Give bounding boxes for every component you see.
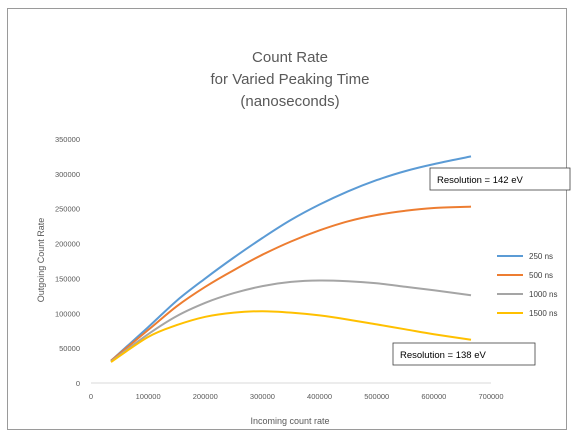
annotation-138ev-box	[392, 342, 536, 366]
annotation-138ev: Resolution = 138 eV	[392, 342, 536, 366]
x-axis-title: Incoming count rate	[250, 416, 329, 426]
x-tick-label: 100000	[136, 392, 161, 401]
x-tick-label: 400000	[307, 392, 332, 401]
x-tick-label: 0	[89, 392, 93, 401]
x-tick-label: 500000	[364, 392, 389, 401]
x-tick-label: 600000	[421, 392, 446, 401]
series-line-1000-ns	[110, 279, 472, 363]
series-line-250-ns	[110, 155, 472, 362]
legend-label-1000-ns: 1000 ns	[529, 290, 557, 299]
y-tick-label: 150000	[55, 274, 80, 283]
y-tick-label: 250000	[55, 205, 80, 214]
legend-label-500-ns: 500 ns	[529, 271, 553, 280]
annotation-142ev-box	[429, 167, 571, 191]
x-tick-label: 200000	[193, 392, 218, 401]
y-tick-label: 300000	[55, 170, 80, 179]
series-line-500-ns	[110, 205, 472, 362]
legend: 250 ns 500 ns 1000 ns 1500 ns	[497, 252, 557, 318]
y-axis-title: Outgoing Count Rate	[36, 218, 46, 303]
series-lines	[110, 155, 472, 363]
chart-title-line-1: Count Rate	[252, 49, 328, 66]
x-tick-label: 700000	[478, 392, 503, 401]
x-tick-label: 300000	[250, 392, 275, 401]
legend-label-1500-ns: 1500 ns	[529, 309, 557, 318]
y-tick-label: 100000	[55, 309, 80, 318]
x-tick-labels: 0 100000 200000 300000 400000 500000 600000 700…	[89, 392, 504, 401]
chart-title-line-3: (nanoseconds)	[240, 93, 339, 110]
annotation-142ev: Resolution = 142 eV	[429, 167, 571, 191]
annotation-138ev-text: Resolution = 138 eV	[400, 350, 486, 361]
legend-label-250-ns: 250 ns	[529, 252, 553, 261]
y-tick-labels: 0 50000 100000 150000 200000 250000 300000 3500…	[55, 135, 80, 388]
y-tick-label: 200000	[55, 240, 80, 249]
chart-title: Count Rate for Varied Peaking Time (nano…	[211, 49, 370, 110]
series-line-1500-ns	[110, 310, 472, 363]
y-tick-label: 350000	[55, 135, 80, 144]
annotation-142ev-text: Resolution = 142 eV	[437, 175, 523, 186]
y-tick-label: 0	[76, 379, 80, 388]
y-tick-label: 50000	[59, 344, 80, 353]
chart-title-line-2: for Varied Peaking Time	[211, 71, 370, 88]
